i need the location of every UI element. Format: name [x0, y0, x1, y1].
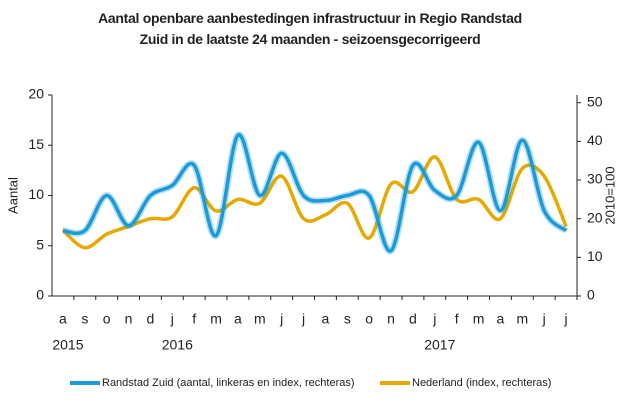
- y-tick-label: 10: [28, 186, 44, 202]
- x-tick-label: f: [192, 311, 196, 327]
- y2-tick-label: 10: [587, 248, 603, 264]
- x-tick-label: d: [147, 311, 155, 327]
- x-year-label: 2015: [52, 337, 83, 353]
- x-tick-label: a: [322, 311, 330, 327]
- line: [61, 155, 568, 250]
- line-glow: [62, 131, 569, 255]
- x-tick-label: a: [234, 311, 242, 327]
- x-tick-label: j: [301, 311, 305, 327]
- x-tick-label: m: [254, 311, 266, 327]
- y-tick-label: 20: [28, 86, 44, 102]
- x-tick-label: o: [103, 311, 111, 327]
- x-tick-label: j: [279, 311, 283, 327]
- x-tick-label: m: [473, 311, 485, 327]
- x-year-label: 2016: [162, 337, 193, 353]
- y-tick-label: 5: [36, 236, 44, 252]
- x-tick-label: j: [564, 311, 568, 327]
- x-tick-label: f: [455, 311, 459, 327]
- x-tick-label: j: [432, 311, 436, 327]
- y-axis-label: Aantal: [5, 177, 20, 214]
- chart-title: Aantal openbare aanbestedingen infrastru…: [98, 10, 522, 47]
- x-tick-label: a: [497, 311, 505, 327]
- x-tick-label: s: [344, 311, 351, 327]
- x-tick-label: n: [125, 311, 133, 327]
- y2-tick-label: 0: [587, 287, 595, 303]
- x-tick-label: o: [365, 311, 373, 327]
- x-tick-label: m: [516, 311, 528, 327]
- y-tick-label: 15: [28, 136, 44, 152]
- y2-tick-label: 20: [587, 209, 603, 225]
- y2-tick-label: 40: [587, 132, 603, 148]
- x-tick-label: j: [170, 311, 174, 327]
- legend-label: Randstad Zuid (aantal, linkeras en index…: [102, 377, 355, 389]
- x-year-label: 2017: [424, 337, 455, 353]
- y2-tick-label: 30: [587, 171, 603, 187]
- x-tick-label: j: [542, 311, 546, 327]
- x-tick-label: m: [210, 311, 222, 327]
- y-tick-label: 0: [36, 287, 44, 303]
- line: [62, 133, 568, 253]
- x-tick-label: n: [387, 311, 395, 327]
- x-tick-label: a: [59, 311, 67, 327]
- legend-label: Nederland (index, rechteras): [412, 377, 551, 389]
- y2-tick-label: 50: [587, 93, 603, 109]
- x-tick-label: d: [409, 311, 417, 327]
- x-tick-label: s: [81, 311, 88, 327]
- y2-axis-label: 2010=100: [602, 166, 617, 224]
